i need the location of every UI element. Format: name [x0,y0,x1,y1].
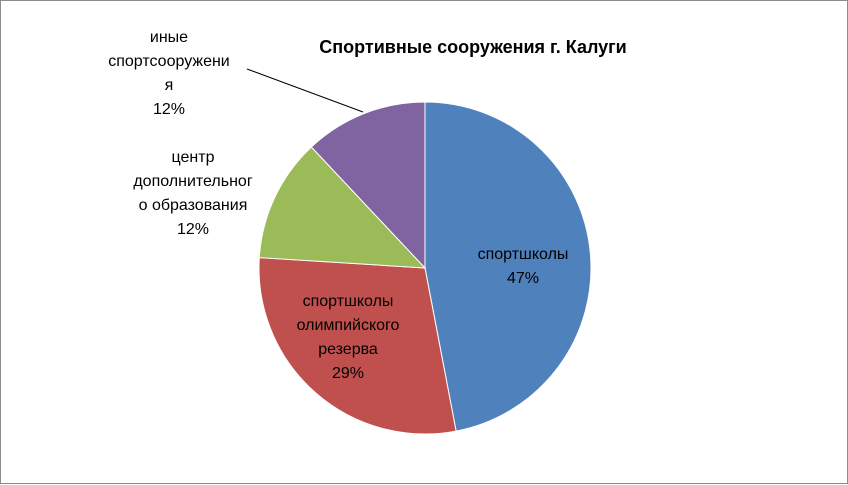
slice-labels: спортшколы 47% спортшколы олимпийского резер… [108,29,568,382]
pie-slice-1 [424,101,592,432]
slice-label-2: спортшколы олимпийского резерва 29% [297,293,400,382]
slice-label-3: центр дополнительног о образования 12% [133,149,252,238]
pie-slice-2 [258,257,457,435]
slice-label-4: иные спортсооружени я 12% [108,29,230,118]
chart-title: Спортивные сооружения г. Калуги [319,37,626,57]
leader-line [246,68,364,113]
pie-slice-4 [310,101,426,270]
slice-label-1: спортшколы 47% [478,246,569,287]
pie-slice-3 [258,146,427,269]
pie-slices [258,101,592,435]
